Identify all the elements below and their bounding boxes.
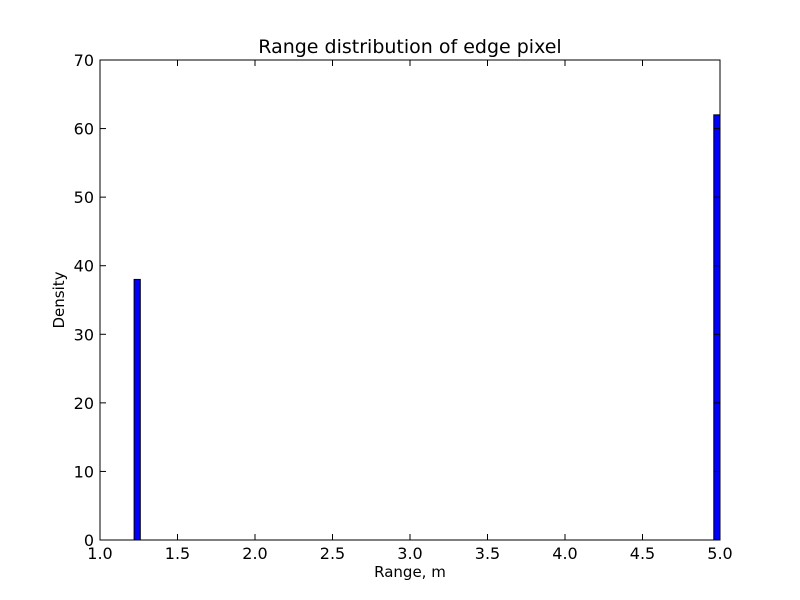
histogram-bar-0 <box>133 278 141 541</box>
histogram-bar-1 <box>713 114 721 541</box>
x-tick-label: 5.0 <box>707 544 732 563</box>
y-tick-label: 50 <box>74 188 94 207</box>
x-tick-label: 4.0 <box>552 544 577 563</box>
x-tick-label: 3.5 <box>475 544 500 563</box>
y-tick-label: 60 <box>74 120 94 139</box>
chart-title: Range distribution of edge pixel <box>258 36 561 58</box>
y-tick-label: 20 <box>74 394 94 413</box>
x-tick-label: 1.5 <box>165 544 190 563</box>
y-tick-label: 40 <box>74 257 94 276</box>
bars-layer <box>133 114 721 541</box>
x-tick-label: 3.0 <box>397 544 422 563</box>
x-tick-label: 4.5 <box>630 544 655 563</box>
y-tick-label: 0 <box>84 531 94 550</box>
ticks-layer <box>99 59 721 541</box>
x-tick-label: 1.0 <box>87 544 112 563</box>
y-axis-label: Density <box>50 271 68 328</box>
x-tick-label: 2.0 <box>242 544 267 563</box>
tick-labels-layer: 1.0 1.5 2.0 2.5 3.0 3.5 4.0 4.5 5.0 0 10 20 30 40 50 60… <box>74 51 733 563</box>
x-axis-label: Range, m <box>374 563 446 581</box>
y-tick-label: 10 <box>74 462 94 481</box>
plot-frame <box>99 59 721 541</box>
y-tick-label: 30 <box>74 325 94 344</box>
y-tick-label: 70 <box>74 51 94 70</box>
x-tick-label: 2.5 <box>320 544 345 563</box>
